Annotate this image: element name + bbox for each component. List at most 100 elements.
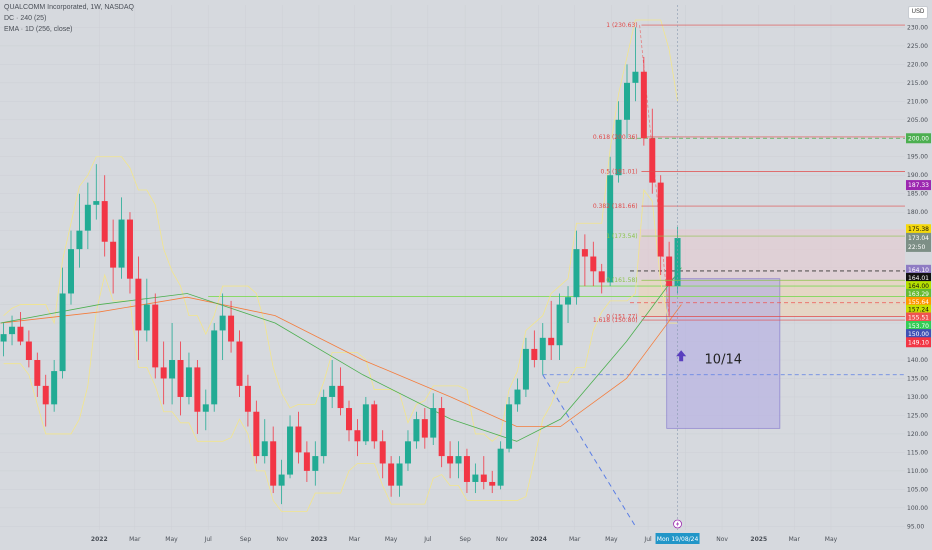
indicator-donchian[interactable]: DC · 240 (25) [4,15,47,22]
candle [25,330,32,368]
candle [270,426,277,494]
candle-body [447,456,454,464]
candle [76,193,83,268]
candle [388,456,395,497]
price-tick: 115.00 [907,449,928,456]
candle [666,241,673,316]
candle [185,352,192,405]
candle [421,408,428,449]
time-axis: 2022 Mar May Jul Sep Nov 2023 Mar May Jul Sep Nov 20… [91,536,838,543]
candle-body [607,175,614,283]
candle [346,400,353,442]
candle [320,389,327,464]
price-tag: 153.70 [906,321,931,331]
candle [211,323,218,412]
candle [379,430,386,479]
fib-label: 0.382 (181.66) [593,203,638,210]
price-tick: 125.00 [907,412,928,419]
fib-label: 1 (230.63) [606,22,637,29]
candle-body [25,341,32,360]
price-tag-bg [906,232,931,243]
currency-button[interactable]: USD [908,6,928,19]
candle [303,441,310,482]
price-tag: 164.00 [906,281,931,292]
candle-body [261,441,268,457]
candle-body [278,474,285,486]
candle-body [211,330,218,405]
target-box [666,278,781,429]
candle [160,341,167,405]
candle [244,374,251,427]
candle-body [556,304,563,346]
candle-body [624,82,631,120]
price-tag: 150.00 [906,329,931,340]
annotations: Mon 19/08/24 10/14 [655,5,742,544]
price-tag-bg [906,304,931,315]
candle-body [228,315,235,342]
candle-body [236,341,243,386]
donchian-upper [3,19,678,442]
time-tick: 2023 [311,536,328,543]
candle [34,352,41,397]
candle-body [244,385,251,412]
candle [640,56,647,146]
candle [497,441,504,490]
arrow-up-icon [676,350,687,362]
candle-body [135,278,142,331]
time-tick: May [825,536,838,543]
price-tick: 180.00 [907,209,928,216]
price-tick: 120.00 [907,431,928,438]
fib-levels: 1 (230.63) 0.618 (200.36) 0.5 (191.01) 0.38… [593,22,905,324]
price-tag-bg [906,133,931,144]
candle-body [118,219,125,268]
price-tick: 215.00 [907,80,928,87]
price-tag: 164.10 [906,264,931,275]
candle [396,456,403,497]
price-tags: 200.00187.33175.38173.0422:50164.10164.0… [906,133,931,348]
candle [101,175,108,257]
price-tag: 173.04 [906,232,931,243]
price-tag-bg [906,321,931,331]
candle [59,267,66,379]
candle [649,108,656,194]
candle-body [404,441,411,464]
candle [68,230,75,305]
candle [253,400,260,464]
candles [0,27,681,505]
flash-icon-bolt [676,521,680,527]
price-tag-label: 150.00 [908,331,929,338]
candle-body [177,360,184,397]
price-tick: 210.00 [907,98,928,105]
candle [278,459,285,505]
candle-body [160,367,167,379]
candle-body [514,389,521,405]
fib-label: 1.618 (150.80) [593,317,638,324]
indicator-ema[interactable]: EMA · 1D (256, close) [4,26,73,33]
candle [93,164,100,220]
candle-body [93,201,100,205]
price-tick: 105.00 [907,486,928,493]
price-tag-bg [906,272,931,283]
time-tick: Nov [276,536,288,543]
price-tag-label: 164.00 [908,283,929,290]
time-tick: Jul [643,536,652,543]
candle-body [9,326,16,335]
price-tag-label: 153.70 [908,323,929,330]
ema-orange-line [0,296,682,427]
candle-body [598,271,605,283]
price-tag: 164.01 [906,272,931,283]
time-tick: Mar [129,536,141,543]
time-tick: Mar [789,536,801,543]
candle-body [110,241,117,268]
candle [565,286,572,324]
time-tick: Jul [204,536,213,543]
candle [312,441,319,486]
price-tag-bg [906,337,931,348]
candle-body [303,452,310,471]
candle-body [388,463,395,486]
candle [404,430,411,471]
candle-body [455,456,462,464]
price-tag-bg [906,264,931,275]
